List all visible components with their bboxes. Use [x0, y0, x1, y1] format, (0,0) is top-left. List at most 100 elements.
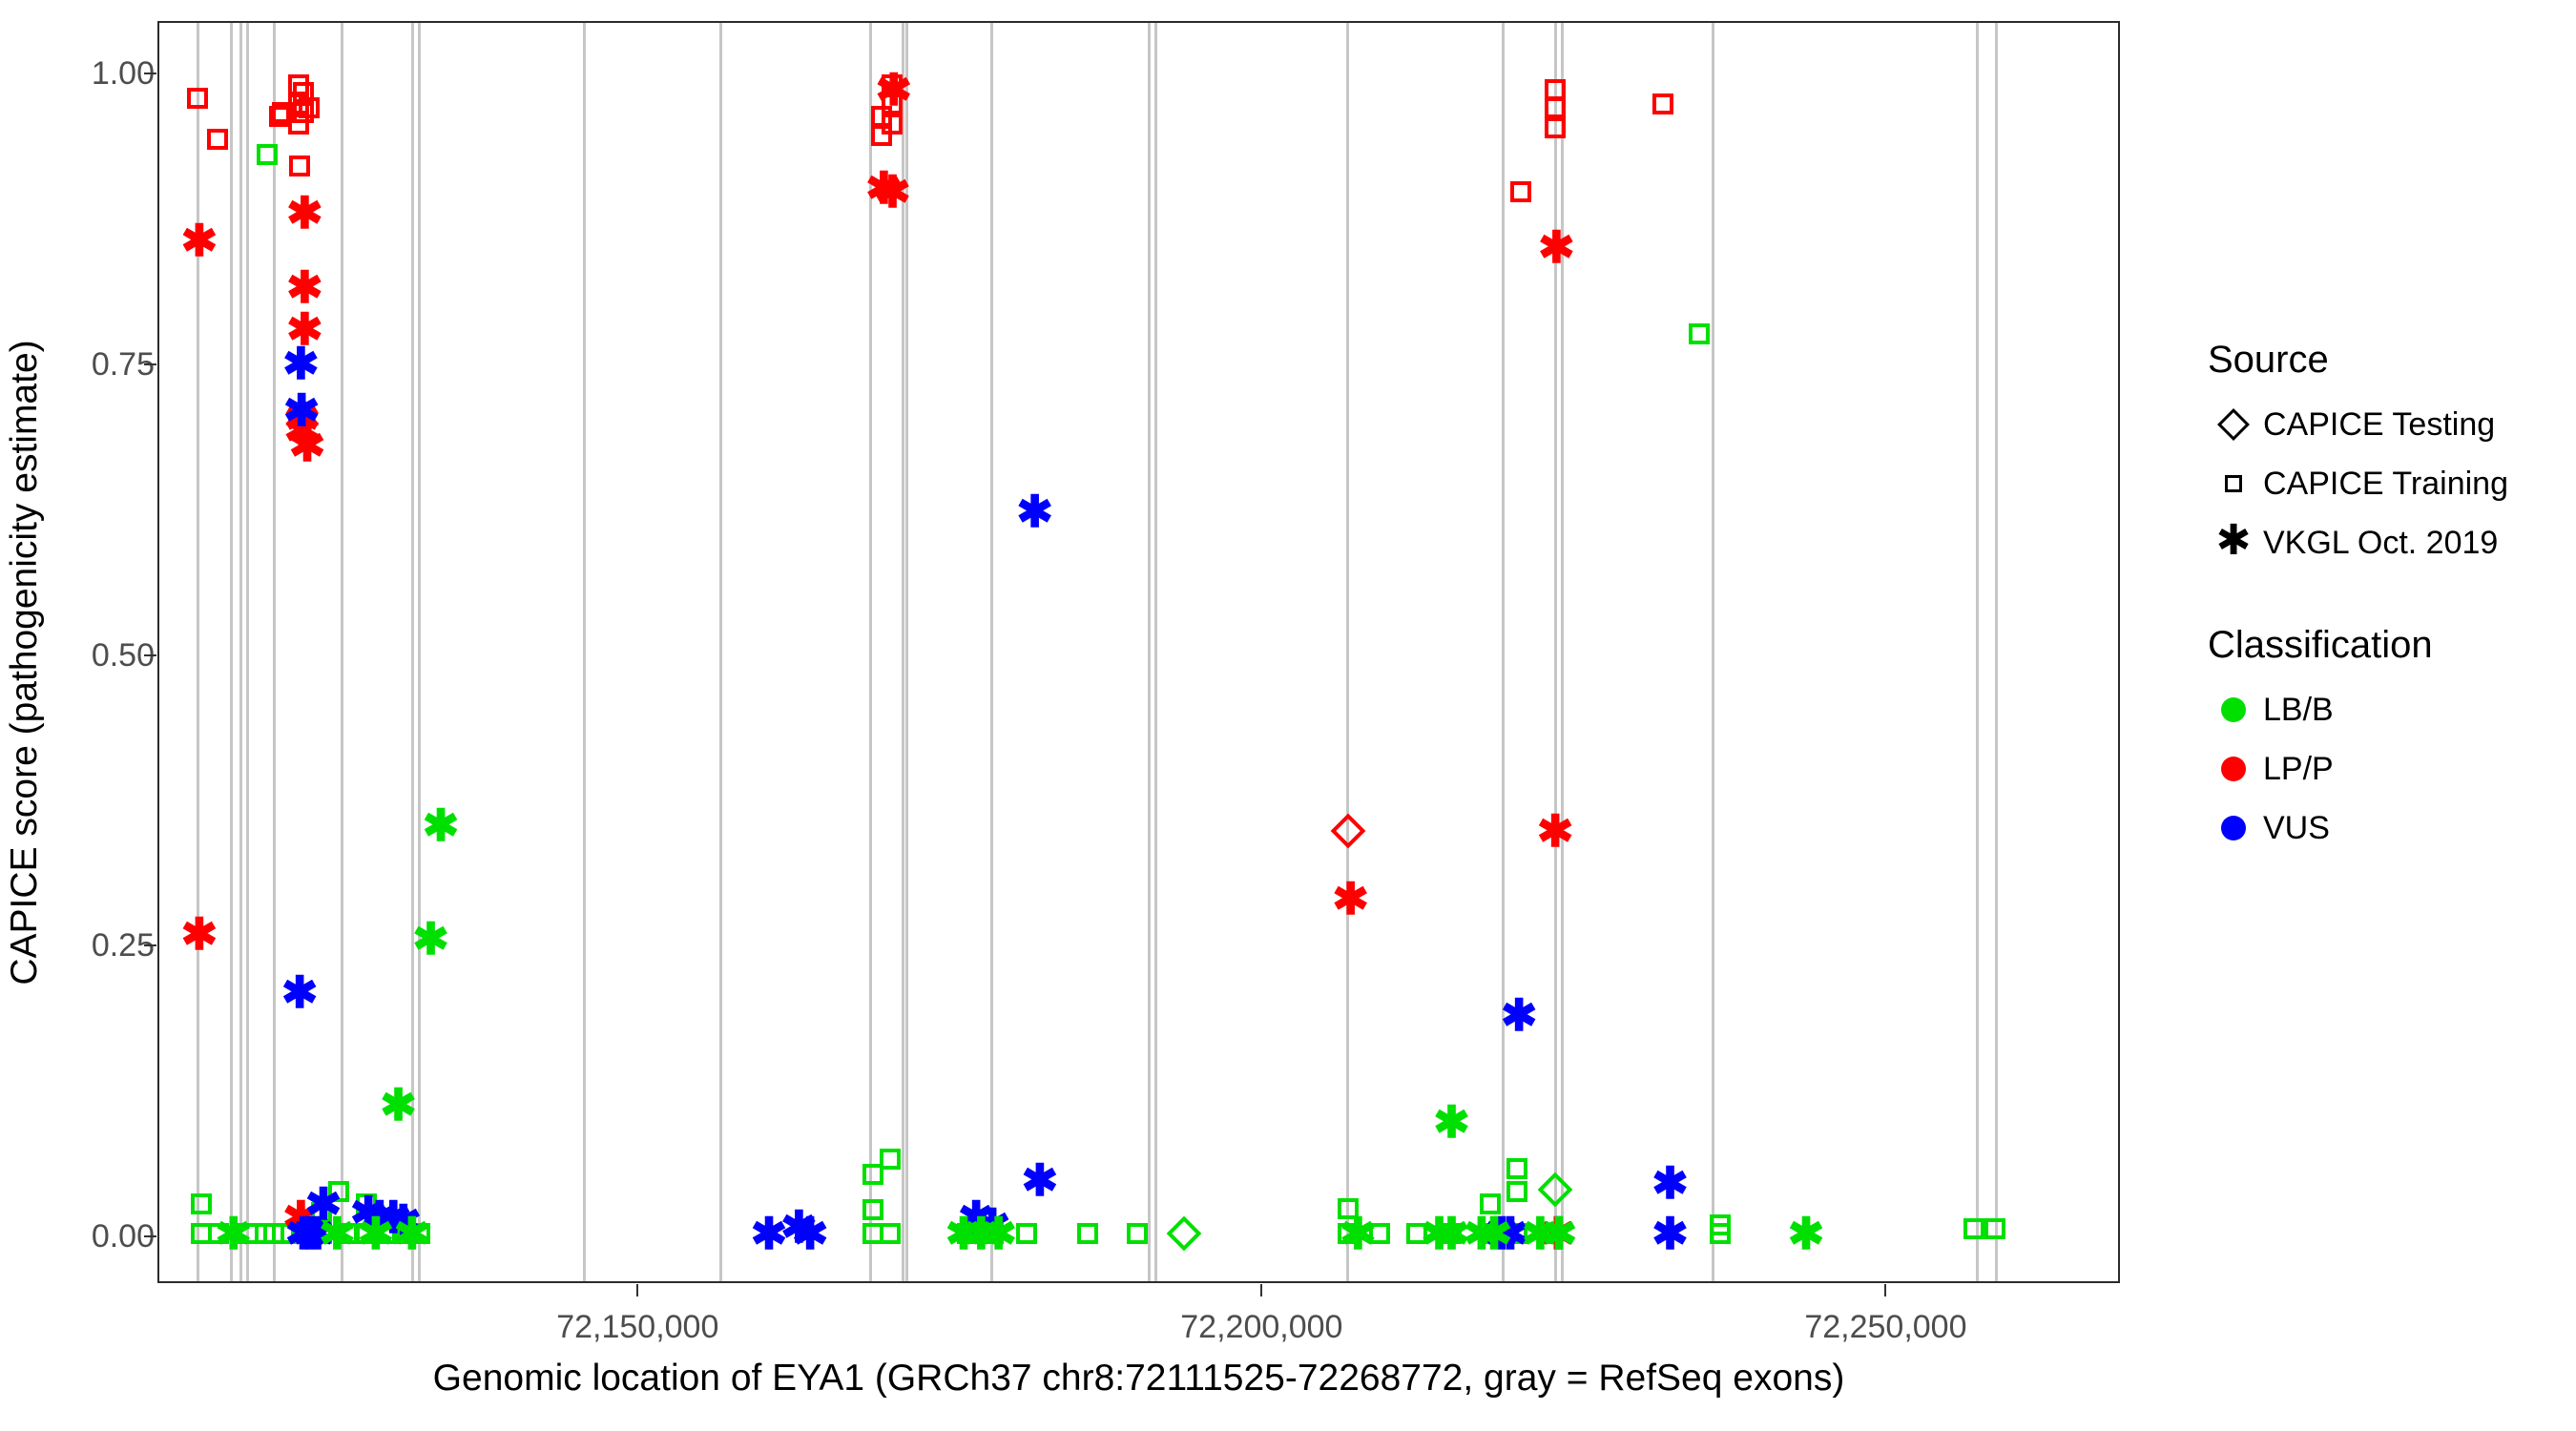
data-point — [1545, 116, 1567, 138]
exon-gridline — [239, 23, 242, 1281]
legend-item-capice-training[interactable]: CAPICE Training — [2204, 454, 2566, 513]
data-point — [1332, 882, 1364, 915]
data-point — [181, 918, 214, 950]
data-point — [1476, 1217, 1508, 1250]
y-tick-label: 0.75 — [91, 345, 155, 383]
data-point — [282, 347, 315, 380]
data-point — [1652, 93, 1673, 115]
data-point — [1022, 1164, 1054, 1196]
exon-gridline — [196, 23, 199, 1281]
data-point — [286, 271, 319, 303]
data-point — [1538, 1172, 1573, 1208]
y-tick-mark — [144, 944, 156, 947]
legend-item-vus[interactable]: VUS — [2204, 798, 2566, 858]
exon-gridline — [1154, 23, 1158, 1281]
data-point — [1509, 180, 1531, 202]
y-tick-label: 1.00 — [91, 54, 155, 92]
dot-icon-green — [2204, 680, 2263, 739]
data-point — [293, 82, 315, 104]
y-tick-mark — [144, 72, 156, 74]
data-point — [268, 105, 290, 127]
data-point — [281, 976, 314, 1008]
exon-gridline — [230, 23, 234, 1281]
exon-gridline — [582, 23, 586, 1281]
data-point — [380, 1089, 412, 1121]
data-point — [181, 224, 214, 257]
data-point — [1127, 1223, 1149, 1245]
data-point — [1076, 1223, 1098, 1245]
dot-icon-red — [2204, 739, 2263, 798]
x-tick-label: 72,250,000 — [1804, 1309, 1967, 1345]
legend-label: LB/B — [2263, 691, 2334, 728]
legend: Source CAPICE Testing CAPICE Training ✱ … — [2204, 339, 2566, 858]
data-point — [1166, 1215, 1202, 1252]
diamond-icon — [2204, 395, 2263, 454]
data-point — [862, 1198, 883, 1220]
data-point — [980, 1217, 1012, 1250]
data-point — [319, 1217, 351, 1250]
exon-gridline — [1502, 23, 1506, 1281]
data-point — [286, 197, 319, 229]
data-point — [1710, 1223, 1732, 1245]
data-point — [1545, 97, 1567, 118]
y-tick-mark — [144, 1235, 156, 1238]
legend-item-capice-testing[interactable]: CAPICE Testing — [2204, 395, 2566, 454]
exon-gridline — [1976, 23, 1980, 1281]
y-tick-label: 0.00 — [91, 1218, 155, 1255]
data-point — [1688, 322, 1710, 344]
legend-title-classification: Classification — [2208, 624, 2433, 666]
legend-spacer — [2204, 572, 2566, 624]
data-point — [876, 73, 908, 106]
data-point — [1788, 1217, 1820, 1250]
data-point — [423, 809, 455, 841]
exon-gridline — [1711, 23, 1714, 1281]
legend-label: CAPICE Testing — [2263, 405, 2496, 443]
data-point — [186, 88, 208, 110]
exon-gridline — [246, 23, 250, 1281]
legend-label: CAPICE Training — [2263, 465, 2508, 502]
data-point — [1340, 1217, 1372, 1250]
data-point — [1652, 1167, 1684, 1199]
data-point — [298, 97, 320, 118]
square-icon — [2204, 454, 2263, 513]
legend-label: VUS — [2263, 809, 2330, 846]
x-tick-mark — [636, 1284, 639, 1296]
exon-gridline — [905, 23, 909, 1281]
exon-gridline — [901, 23, 904, 1281]
data-point — [293, 101, 315, 123]
data-point — [1433, 1106, 1465, 1138]
data-point — [191, 1192, 213, 1214]
y-tick-label: 0.50 — [91, 636, 155, 674]
exon-gridline — [989, 23, 993, 1281]
x-tick-mark — [1260, 1284, 1263, 1296]
data-point — [1501, 999, 1533, 1031]
data-point — [881, 114, 903, 135]
data-markers — [159, 23, 2118, 1281]
x-tick-mark — [1884, 1284, 1887, 1296]
legend-item-vkgl[interactable]: ✱ VKGL Oct. 2019 — [2204, 513, 2566, 572]
data-point — [1015, 1223, 1037, 1245]
exon-gridline — [272, 23, 276, 1281]
legend-label: VKGL Oct. 2019 — [2263, 524, 2499, 561]
x-axis-title: Genomic location of EYA1 (GRCh37 chr8:72… — [432, 1358, 1845, 1399]
data-point — [874, 176, 906, 208]
exon-gridline — [1994, 23, 1998, 1281]
data-point — [751, 1217, 783, 1250]
y-tick-mark — [144, 653, 156, 656]
data-point — [880, 1149, 902, 1171]
exon-gridline — [417, 23, 421, 1281]
data-point — [288, 155, 310, 176]
data-point — [862, 1164, 883, 1186]
data-point — [1537, 815, 1569, 847]
legend-item-lpp[interactable]: LP/P — [2204, 739, 2566, 798]
exon-gridline — [341, 23, 344, 1281]
legend-item-lbb[interactable]: LB/B — [2204, 680, 2566, 739]
exon-gridline — [1560, 23, 1564, 1281]
data-point — [207, 128, 229, 150]
data-point — [1433, 1217, 1465, 1250]
exon-gridline — [1345, 23, 1349, 1281]
data-point — [358, 1217, 390, 1250]
data-point — [283, 394, 316, 426]
x-tick-label: 72,150,000 — [556, 1309, 719, 1345]
